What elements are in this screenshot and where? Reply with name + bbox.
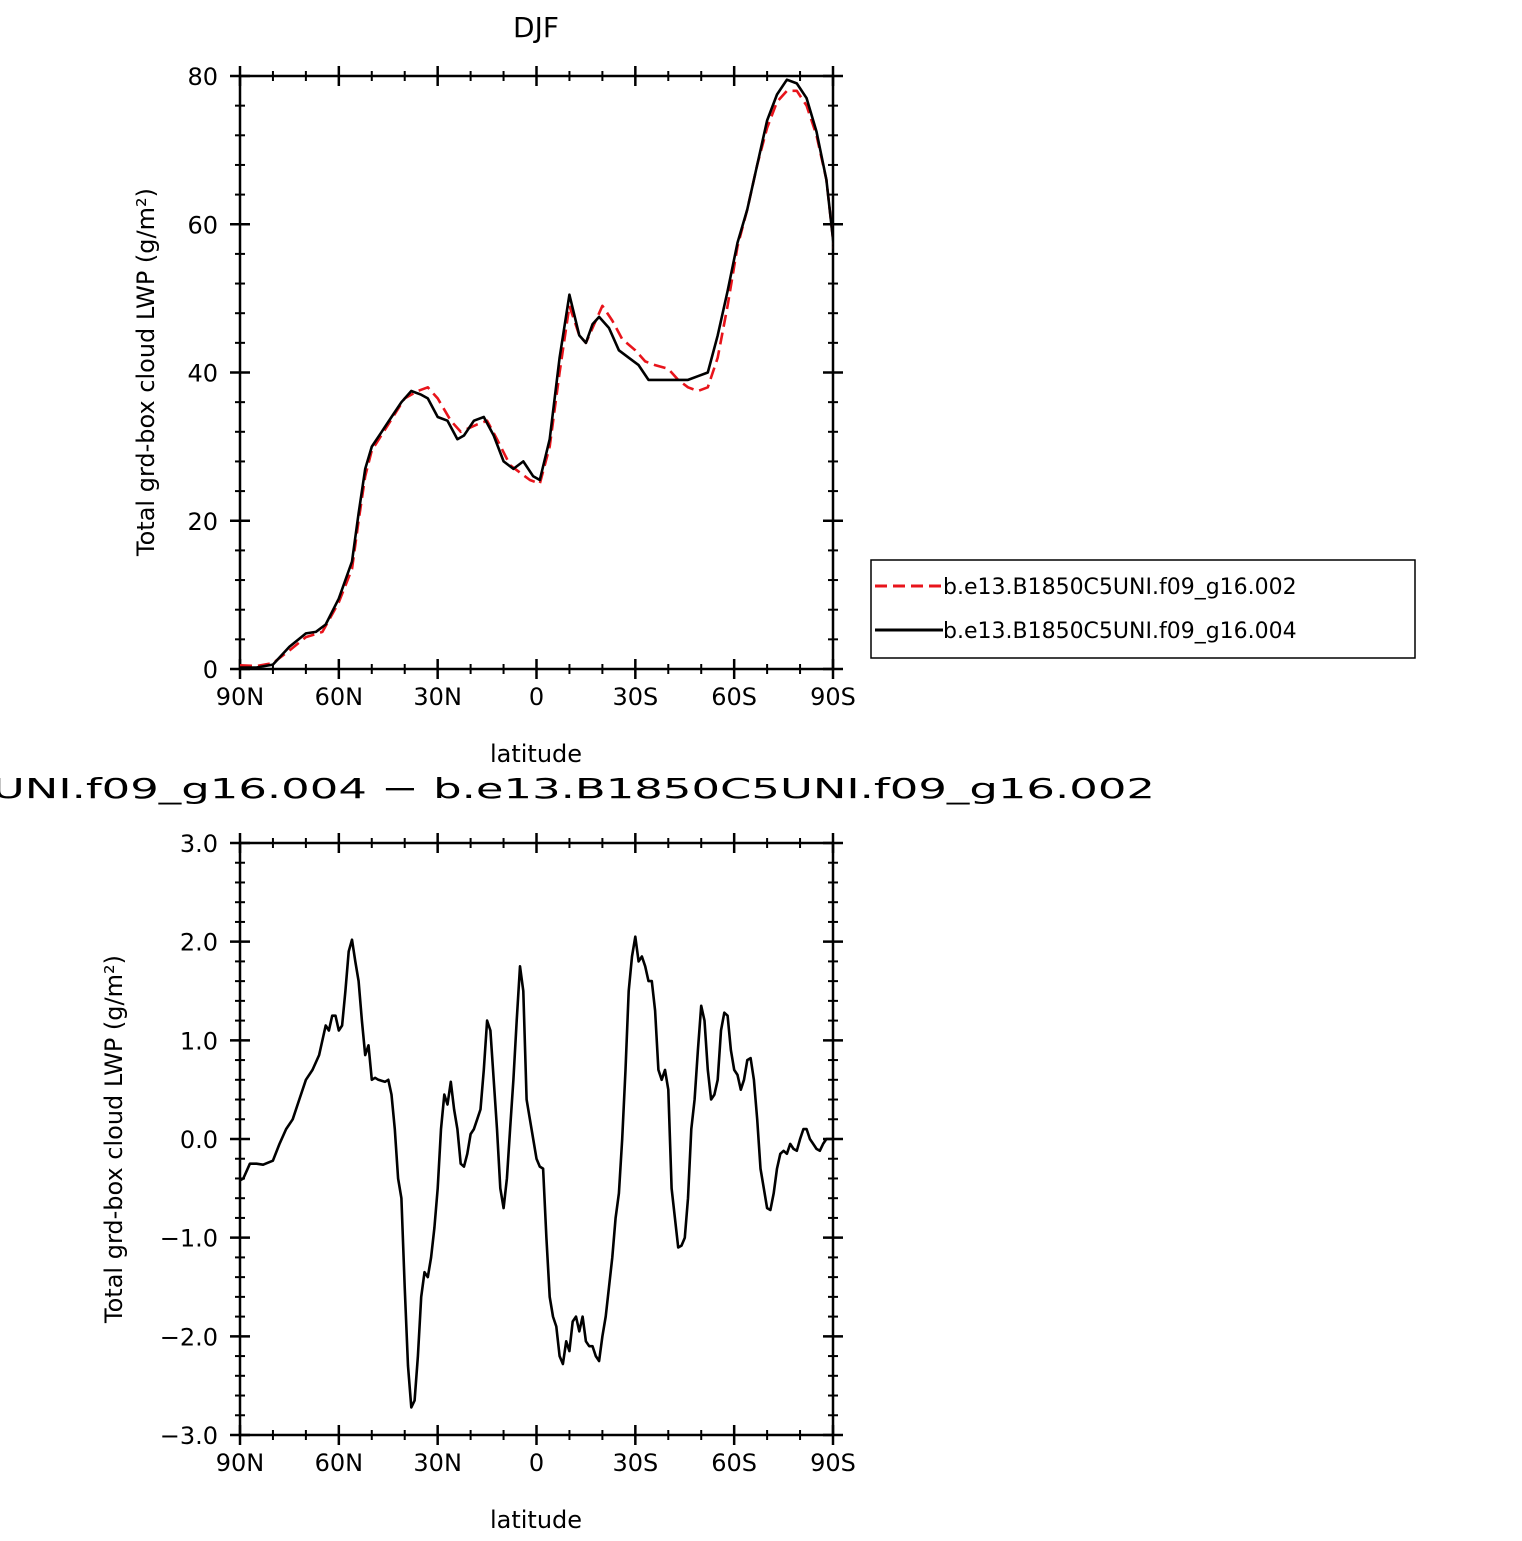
top-panel: DJF 90N 60N 30N 0 30S 60S 90S 0 20 40 60 80 latitu… [132, 11, 1416, 768]
bottom-y-axis-label: Total grd-box cloud LWP (g/m²) [100, 955, 128, 1324]
top-y-axis-label: Total grd-box cloud LWP (g/m²) [132, 188, 160, 557]
top-y-tick-label: 60 [187, 211, 218, 239]
top-x-tick-label: 90N [216, 683, 265, 711]
top-series-lines [240, 78, 833, 669]
bottom-y-tick-label: 3.0 [180, 830, 218, 858]
top-x-tick-label: 60N [315, 683, 364, 711]
bottom-panel: b.e13.B1850C5UNI.f09_g16.004 − b.e13.B18… [0, 772, 1155, 1534]
top-plot-frame [238, 74, 835, 671]
top-x-tick-labels: 90N 60N 30N 0 30S 60S 90S [216, 683, 856, 711]
top-x-tick-label: 30S [612, 683, 658, 711]
legend-box [870, 559, 1416, 659]
bottom-x-tick-label: 60S [711, 1449, 757, 1477]
legend-label-series-1: b.e13.B1850C5UNI.f09_g16.002 [943, 575, 1297, 600]
bottom-y-tick-label: 2.0 [180, 929, 218, 957]
bottom-plot-frame [238, 841, 835, 1437]
top-y-tick-label: 0 [203, 656, 218, 684]
top-axis-ticks [230, 66, 843, 679]
top-chart-title: DJF [513, 11, 559, 44]
legend: b.e13.B1850C5UNI.f09_g16.002 b.e13.B1850… [870, 559, 1416, 659]
bottom-y-tick-labels: −3.0 −2.0 −1.0 0.0 1.0 2.0 3.0 [160, 830, 218, 1450]
top-y-tick-label: 80 [187, 63, 218, 91]
top-y-tick-label: 20 [187, 508, 218, 536]
top-x-axis-label: latitude [490, 740, 582, 768]
top-x-tick-label: 0 [529, 683, 544, 711]
top-y-tick-label: 40 [187, 360, 218, 388]
bottom-axis-ticks [230, 833, 843, 1445]
bottom-series-line-1 [240, 935, 833, 1409]
bottom-x-tick-label: 30S [612, 1449, 658, 1477]
top-x-tick-label: 60S [711, 683, 757, 711]
bottom-y-tick-label: −3.0 [160, 1422, 218, 1450]
top-series-line-2 [240, 78, 833, 669]
bottom-series-lines [240, 935, 833, 1409]
bottom-x-tick-label: 90N [216, 1449, 265, 1477]
top-series-line-1 [240, 89, 833, 668]
bottom-y-tick-label: −1.0 [160, 1225, 218, 1253]
bottom-y-tick-label: 0.0 [180, 1126, 218, 1154]
bottom-x-tick-label: 90S [810, 1449, 856, 1477]
legend-label-series-2: b.e13.B1850C5UNI.f09_g16.004 [943, 619, 1297, 644]
bottom-chart-title: b.e13.B1850C5UNI.f09_g16.004 − b.e13.B18… [0, 772, 1155, 805]
top-x-tick-label: 90S [810, 683, 856, 711]
bottom-y-tick-label: 1.0 [180, 1027, 218, 1055]
top-x-tick-label: 30N [413, 683, 462, 711]
bottom-y-tick-label: −2.0 [160, 1323, 218, 1351]
bottom-x-axis-label: latitude [490, 1506, 582, 1534]
top-y-tick-labels: 0 20 40 60 80 [187, 63, 218, 684]
bottom-x-tick-labels: 90N 60N 30N 0 30S 60S 90S [216, 1449, 856, 1477]
bottom-x-tick-label: 60N [315, 1449, 364, 1477]
bottom-x-tick-label: 0 [529, 1449, 544, 1477]
bottom-x-tick-label: 30N [413, 1449, 462, 1477]
